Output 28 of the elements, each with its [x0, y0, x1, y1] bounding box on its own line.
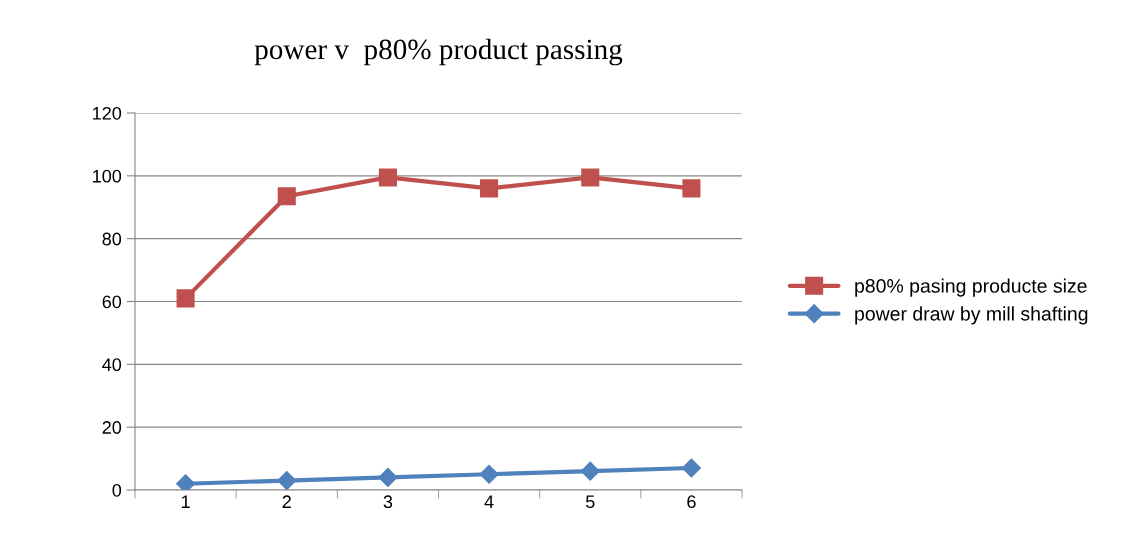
point	[681, 458, 701, 478]
point	[580, 461, 600, 481]
y-tick-label: 40	[102, 358, 122, 372]
y-tick-label: 20	[102, 421, 122, 434]
point	[176, 289, 195, 308]
y-tick-label: 100	[93, 169, 122, 183]
legend-label: power draw by mill shafting	[855, 306, 1088, 325]
y-tick-label: 0	[112, 483, 122, 497]
x-tick-label: 3	[383, 495, 393, 509]
point	[277, 471, 297, 490]
x-tick-label: 2	[282, 495, 291, 508]
point	[378, 168, 397, 187]
legend-label: p80% pasing producte size	[855, 278, 1087, 297]
point	[480, 179, 499, 198]
x-tick-label: 1	[181, 495, 190, 508]
point	[277, 187, 296, 206]
point	[682, 179, 701, 198]
y-tick-label: 120	[93, 106, 122, 120]
chart-title: power v p80% product passing	[254, 38, 623, 66]
point	[479, 464, 499, 484]
x-tick-label: 4	[484, 495, 494, 508]
y-tick-label: 80	[102, 232, 122, 246]
point	[378, 467, 398, 487]
point	[581, 168, 600, 187]
x-tick-label: 5	[585, 495, 595, 509]
point	[176, 474, 196, 490]
x-tick-label: 6	[687, 495, 696, 509]
y-tick-label: 60	[102, 295, 122, 309]
